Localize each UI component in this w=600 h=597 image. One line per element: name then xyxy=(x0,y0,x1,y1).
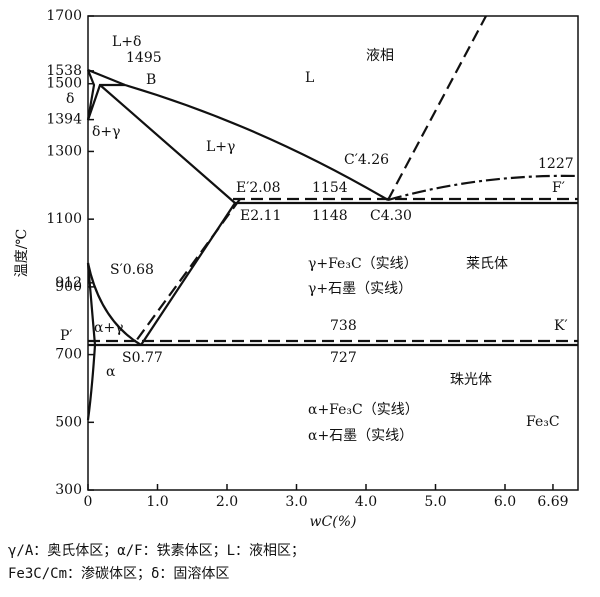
label: S′0.68 xyxy=(110,262,154,278)
label: 1148 xyxy=(312,208,348,224)
y-tick-label: 900 xyxy=(55,279,82,295)
y-axis-label: 温度/℃ xyxy=(14,229,30,277)
x-tick-label: 0 xyxy=(84,494,93,510)
label: α+石墨（实线） xyxy=(308,428,413,444)
liquidus-graphite xyxy=(387,15,487,201)
label: δ xyxy=(66,91,74,107)
y-tick-label: 500 xyxy=(55,414,82,430)
label: 727 xyxy=(330,350,357,366)
y-tick-label: 912 xyxy=(55,275,82,291)
label: 1495 xyxy=(126,50,162,66)
y-tick-label: 1500 xyxy=(46,76,82,92)
phase-lines xyxy=(86,15,579,421)
label: L xyxy=(305,70,314,86)
label: C′4.26 xyxy=(344,152,389,168)
y-tick-label: 1300 xyxy=(46,143,82,159)
y-tick-label: 1100 xyxy=(46,211,82,227)
label: C4.30 xyxy=(370,208,412,224)
legend-line: Fe3C/Cm：渗碳体区；δ：固溶体区 xyxy=(8,566,229,582)
label: γ+Fe₃C（实线） xyxy=(308,256,418,272)
label: B xyxy=(146,72,156,88)
x-tick-label: 1.0 xyxy=(146,494,168,510)
label: S0.77 xyxy=(122,350,163,366)
acm-graphite xyxy=(135,198,241,342)
label: E2.11 xyxy=(240,208,281,224)
label: K′ xyxy=(554,318,568,334)
gs-line xyxy=(86,262,142,346)
y-tick-label: 1700 xyxy=(46,8,82,24)
x-tick-label: 2.0 xyxy=(216,494,238,510)
label: P′ xyxy=(60,328,73,344)
label: 莱氏体 xyxy=(466,256,508,272)
label: Fe₃C xyxy=(526,414,560,430)
x-axis-label: wC(%) xyxy=(310,514,357,530)
label: δ+γ xyxy=(92,124,121,140)
label: 738 xyxy=(330,318,357,334)
y-tick-label: 300 xyxy=(55,482,82,498)
y-tick-label: 700 xyxy=(55,347,82,363)
region-labels: L+δ 1495 B δ δ+γ L+γ L 液相 C′4.26 1227 E′… xyxy=(60,34,574,444)
x-tick-label: 6.0 xyxy=(494,494,516,510)
liquidus xyxy=(87,68,389,201)
y-tick-label: 1394 xyxy=(46,112,82,128)
label: E′2.08 xyxy=(236,180,281,196)
label: γ+石墨（实线） xyxy=(308,281,412,297)
acm-line xyxy=(140,202,236,346)
x-tick-label: 4.0 xyxy=(355,494,377,510)
label: 珠光体 xyxy=(450,372,492,388)
label: α+Fe₃C（实线） xyxy=(308,402,419,418)
solubility-graphite xyxy=(387,174,579,202)
label: L+γ xyxy=(206,139,235,155)
label: 液相 xyxy=(366,48,394,64)
frame xyxy=(87,15,579,491)
label: 1227 xyxy=(538,156,574,172)
y-tick-label: 1538 xyxy=(46,63,82,79)
x-tick-label: 3.0 xyxy=(285,494,307,510)
x-tick-label: 6.69 xyxy=(537,494,568,510)
legend-line: γ/A：奥氏体区；α/F：铁素体区；L：液相区； xyxy=(8,542,305,559)
label: α+γ xyxy=(94,320,124,336)
label: 1154 xyxy=(312,180,348,196)
label: α xyxy=(106,364,116,380)
x-tick-label: 5.0 xyxy=(424,494,446,510)
label: F′ xyxy=(552,180,565,196)
label: L+δ xyxy=(112,34,141,50)
